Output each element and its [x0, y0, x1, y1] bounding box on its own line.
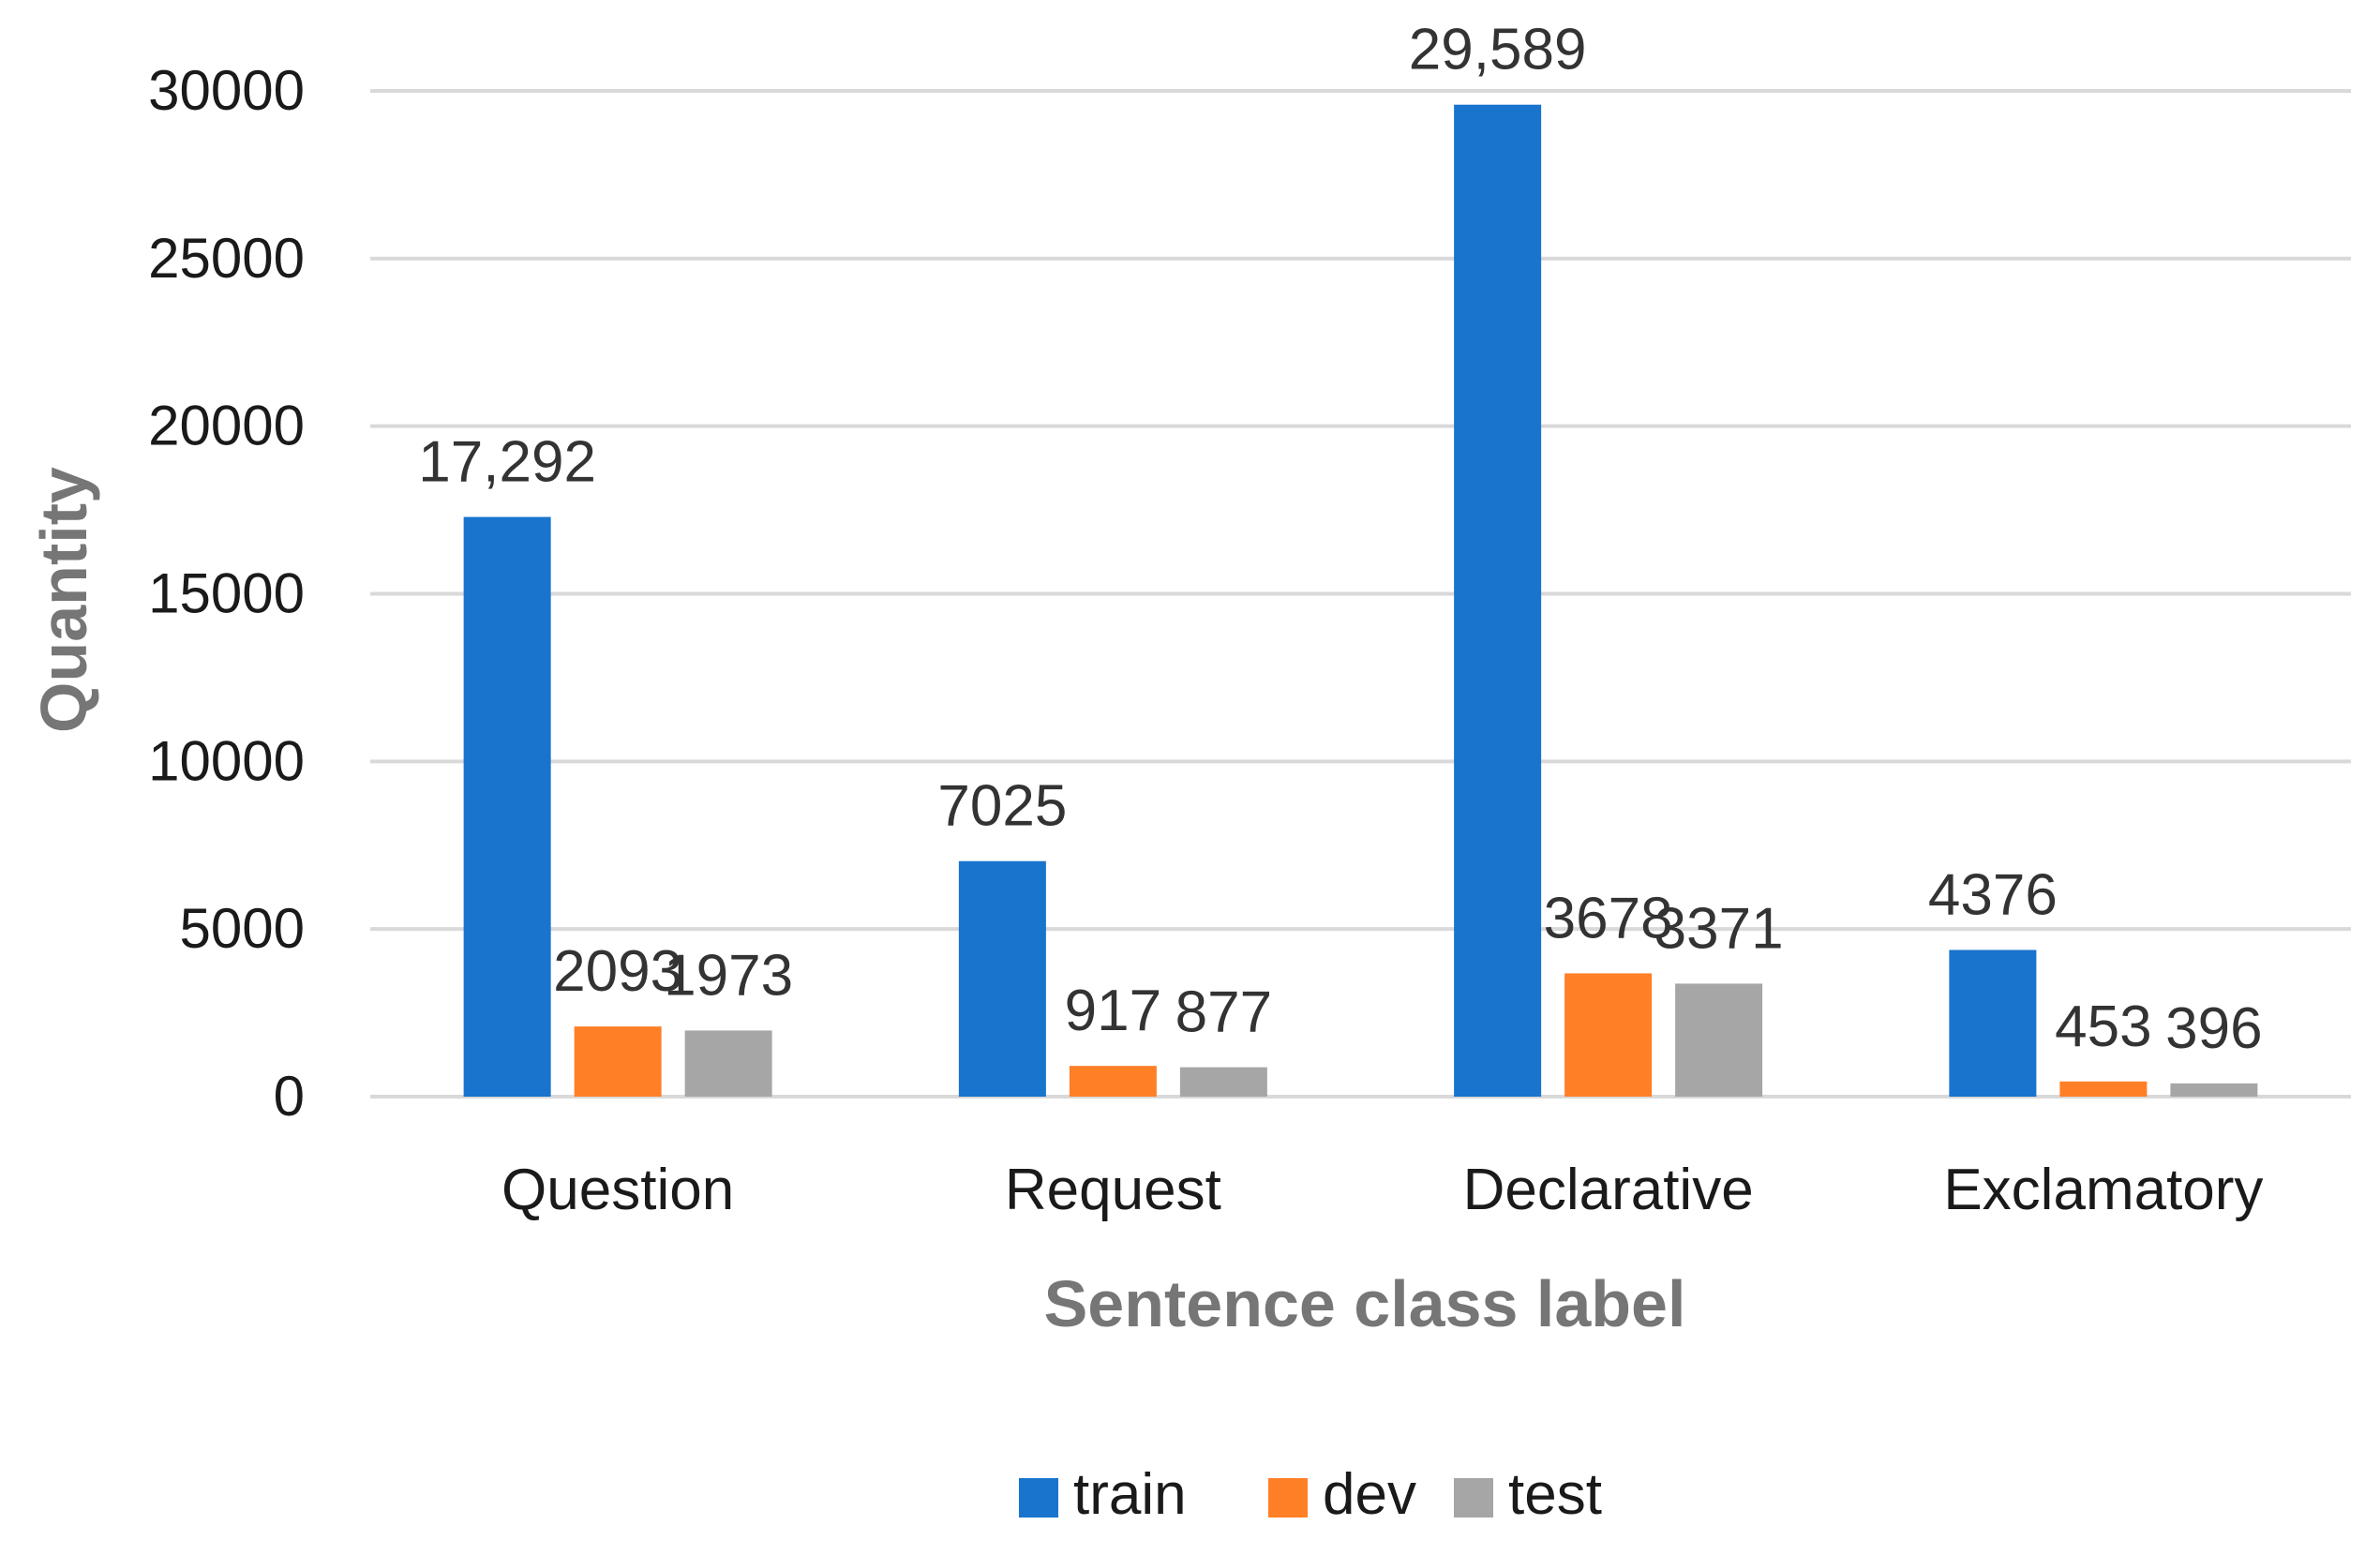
y-tick-label: 5000 [180, 897, 305, 960]
y-tick-label: 20000 [148, 395, 305, 457]
x-category-label: Question [501, 1158, 734, 1222]
data-label-dev-declarative: 3678 [1544, 886, 1673, 950]
legend-label-dev: dev [1323, 1462, 1416, 1527]
bar-test-declarative [1675, 983, 1763, 1097]
y-tick-label: 15000 [148, 562, 305, 625]
data-label-test-declarative: 3371 [1654, 896, 1784, 961]
y-tick-label: 25000 [148, 227, 305, 290]
x-axis-categories: Question Request Declarative Exclamatory [501, 1158, 2263, 1222]
data-label-dev-exclamatory: 453 [2055, 994, 2151, 1059]
bar-test-question [684, 1030, 772, 1097]
y-axis-title: Quantity [27, 467, 100, 733]
bar-train-request [958, 860, 1046, 1097]
bar-train-declarative [1454, 104, 1542, 1098]
bar-test-exclamatory [2170, 1083, 2258, 1097]
bar-dev-request [1069, 1066, 1157, 1097]
bar-train-exclamatory [1949, 949, 2037, 1097]
x-axis-title: Sentence class label [1044, 1267, 1686, 1340]
data-label-train-exclamatory: 4376 [1928, 862, 2058, 927]
x-category-label: Request [1005, 1158, 1221, 1222]
data-label-train-question: 17,292 [418, 430, 596, 495]
y-axis-ticks: 0 5000 10000 15000 20000 25000 30000 [148, 59, 305, 1128]
legend-label-train: train [1073, 1462, 1187, 1527]
gridlines [370, 89, 2351, 1099]
data-label-test-request: 877 [1175, 980, 1272, 1045]
bar-dev-exclamatory [2059, 1081, 2148, 1097]
data-label-train-declarative: 29,589 [1409, 18, 1587, 82]
bar-dev-question [574, 1026, 662, 1097]
legend: train dev test [1019, 1462, 1602, 1527]
x-category-label: Declarative [1463, 1158, 1754, 1222]
bar-test-request [1179, 1067, 1267, 1097]
bar-dev-declarative [1564, 973, 1653, 1097]
data-label-dev-request: 917 [1065, 979, 1161, 1043]
legend-swatch-train [1019, 1478, 1058, 1518]
legend-label-test: test [1508, 1462, 1602, 1527]
data-label-dev-question: 2093 [553, 939, 682, 1004]
data-label-test-exclamatory: 396 [2165, 996, 2262, 1061]
data-label-test-question: 1973 [664, 943, 793, 1008]
y-tick-label: 0 [274, 1065, 305, 1128]
x-category-label: Exclamatory [1943, 1158, 2263, 1222]
legend-swatch-dev [1268, 1478, 1308, 1518]
data-label-train-request: 7025 [937, 774, 1067, 839]
bars [463, 104, 2258, 1098]
y-tick-label: 10000 [148, 729, 305, 792]
bar-train-question [463, 516, 551, 1097]
legend-swatch-test [1454, 1478, 1493, 1518]
y-tick-label: 30000 [148, 59, 305, 122]
